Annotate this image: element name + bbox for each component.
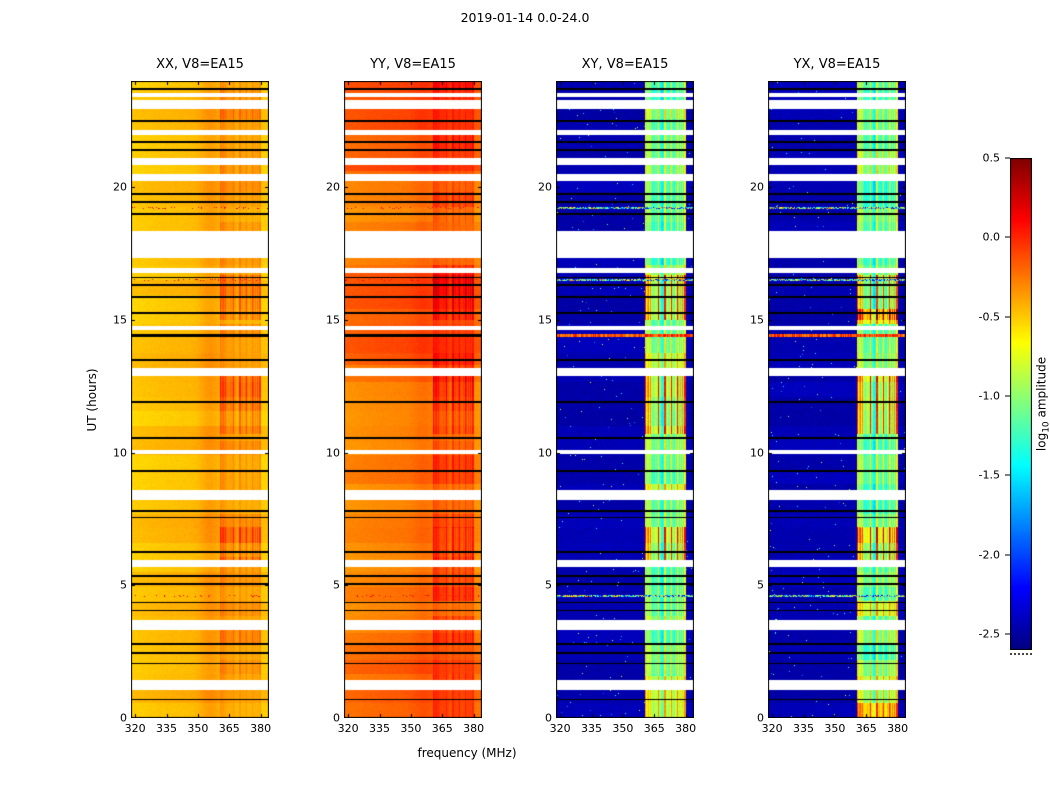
x-tick-label: 335 xyxy=(793,722,815,735)
y-tick-label: 15 xyxy=(326,313,340,327)
colorbar-canvas xyxy=(1010,158,1032,650)
y-tick-label: 5 xyxy=(333,578,340,592)
x-tick-label: 365 xyxy=(431,722,453,735)
colorbar-ticks: 0.5 0.0 -0.5 -1.0 -1.5 -2.0 -2.5 xyxy=(964,152,1010,650)
x-axis-label: frequency (MHz) xyxy=(417,746,517,760)
y-tick-label: 15 xyxy=(113,313,127,327)
x-tick-label: 365 xyxy=(643,722,665,735)
heatmap-canvas-yy xyxy=(344,81,482,718)
x-tick-label: 320 xyxy=(337,722,359,735)
x-axis-xy: 320 335 350 365 380 xyxy=(550,722,697,738)
heatmap-canvas-xy xyxy=(556,81,694,718)
x-tick-label: 365 xyxy=(855,722,877,735)
x-axis-yx: 320 335 350 365 380 xyxy=(762,722,909,738)
heatmap-panel-yy: YY, V8=EA15 320 335 350 365 380 0 5 10 15 20 xyxy=(326,57,484,735)
y-tick-label: 10 xyxy=(750,446,764,460)
colorbar-tick-mark xyxy=(1005,157,1010,159)
y-axis-yx: 0 5 10 15 20 xyxy=(736,81,764,725)
y-tick-label: 5 xyxy=(120,578,127,592)
panel-title-yx: YX, V8=EA15 xyxy=(793,57,881,72)
y-tick-label: 0 xyxy=(333,711,340,725)
colorbar-tick-mark xyxy=(1005,395,1010,397)
x-tick-label: 350 xyxy=(400,722,422,735)
colorbar-label-suffix: amplitude xyxy=(1034,356,1049,422)
heatmap-canvas-yx xyxy=(768,81,906,718)
y-tick-label: 5 xyxy=(545,578,552,592)
colorbar-label: log10 amplitude xyxy=(1034,357,1050,451)
y-tick-label: 20 xyxy=(538,180,552,194)
y-tick-label: 10 xyxy=(538,446,552,460)
colorbar-tick-label: -1.5 xyxy=(978,468,1000,482)
panel-title-xy: XY, V8=EA15 xyxy=(581,57,669,72)
colorbar: 0.5 0.0 -0.5 -1.0 -1.5 -2.0 -2.5 xyxy=(979,152,1032,655)
x-tick-label: 350 xyxy=(824,722,846,735)
heatmap-panel-xx: XX, V8=EA15 320 335 350 365 380 0 5 10 15 20 xyxy=(113,57,271,735)
x-tick-label: 380 xyxy=(463,722,485,735)
y-axis-yy: 0 5 10 15 20 xyxy=(312,81,340,725)
y-tick-label: 10 xyxy=(326,446,340,460)
heatmap-panel-yx: YX, V8=EA15 320 335 350 365 380 0 5 10 15 20 xyxy=(750,57,908,735)
x-tick-label: 380 xyxy=(250,722,272,735)
y-tick-label: 5 xyxy=(757,578,764,592)
y-tick-label: 20 xyxy=(750,180,764,194)
heatmap-canvas-xx xyxy=(131,81,269,718)
y-tick-label: 20 xyxy=(113,180,127,194)
x-tick-label: 320 xyxy=(549,722,571,735)
y-tick-label: 15 xyxy=(750,313,764,327)
x-tick-label: 380 xyxy=(887,722,909,735)
x-tick-label: 335 xyxy=(581,722,603,735)
y-axis-xx: 0 5 10 15 20 xyxy=(99,81,127,725)
colorbar-tick-label: -0.5 xyxy=(978,310,1000,324)
colorbar-under-range-marker xyxy=(1010,653,1032,655)
y-axis-label: UT (hours) xyxy=(85,368,99,432)
x-axis-xx: 320 335 350 365 380 xyxy=(125,722,272,738)
x-tick-label: 380 xyxy=(675,722,697,735)
colorbar-tick-mark xyxy=(1005,474,1010,476)
y-tick-label: 20 xyxy=(326,180,340,194)
colorbar-tick-mark xyxy=(1005,554,1010,556)
x-axis-yy: 320 335 350 365 380 xyxy=(338,722,485,738)
colorbar-tick-mark xyxy=(1005,236,1010,238)
x-tick-label: 335 xyxy=(369,722,391,735)
figure-title: 2019-01-14 0.0-24.0 xyxy=(460,10,590,25)
y-tick-label: 10 xyxy=(113,446,127,460)
y-tick-label: 15 xyxy=(538,313,552,327)
colorbar-label-sub: 10 xyxy=(1041,421,1050,433)
panel-title-yy: YY, V8=EA15 xyxy=(370,57,456,72)
panel-title-xx: XX, V8=EA15 xyxy=(156,57,244,72)
x-tick-label: 350 xyxy=(187,722,209,735)
colorbar-tick-mark xyxy=(1005,633,1010,635)
x-tick-label: 320 xyxy=(761,722,783,735)
colorbar-tick-label: -2.0 xyxy=(978,548,1000,562)
heatmap-panel-xy: XY, V8=EA15 320 335 350 365 380 0 5 10 15 20 xyxy=(538,57,696,735)
y-tick-label: 0 xyxy=(545,711,552,725)
y-tick-label: 0 xyxy=(757,711,764,725)
x-tick-label: 335 xyxy=(156,722,178,735)
x-tick-label: 320 xyxy=(124,722,146,735)
x-tick-label: 365 xyxy=(218,722,240,735)
colorbar-tick-label: 0.5 xyxy=(982,151,1001,165)
x-tick-label: 350 xyxy=(612,722,634,735)
colorbar-tick-mark xyxy=(1005,316,1010,318)
y-axis-xy: 0 5 10 15 20 xyxy=(524,81,552,725)
colorbar-label-prefix: log xyxy=(1034,432,1049,452)
y-tick-label: 0 xyxy=(120,711,127,725)
colorbar-tick-label: -2.5 xyxy=(978,627,1000,641)
colorbar-tick-label: -1.0 xyxy=(978,389,1000,403)
colorbar-tick-label: 0.0 xyxy=(982,230,1001,244)
